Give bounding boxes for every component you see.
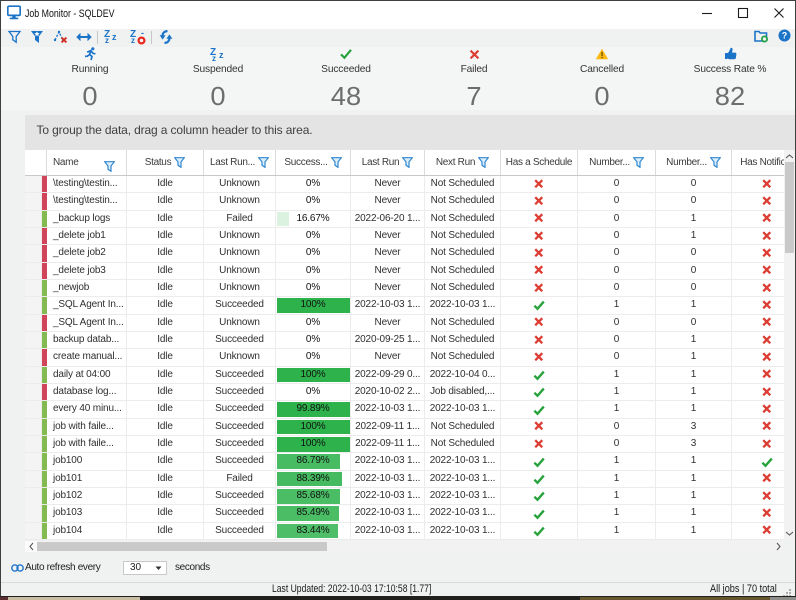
svg-text:?: ? xyxy=(782,31,788,41)
